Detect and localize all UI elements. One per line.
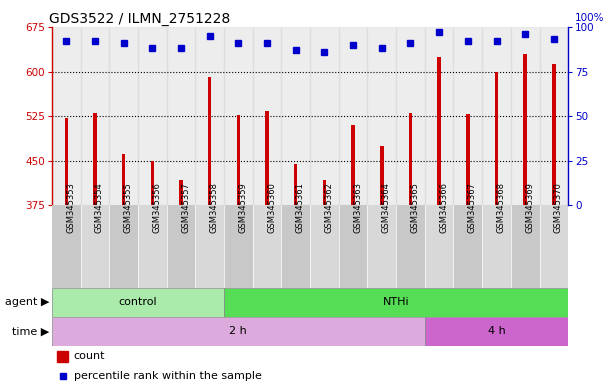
Bar [253,205,282,288]
Bar [265,111,269,205]
Text: count: count [73,351,105,361]
Bar [224,205,253,288]
Text: GSM345359: GSM345359 [238,182,247,233]
Bar [282,27,310,205]
Bar [540,27,568,205]
Bar [367,205,396,288]
Text: GSM345364: GSM345364 [382,182,391,233]
Text: NTHi: NTHi [383,297,409,308]
Bar [93,113,97,205]
Bar [282,205,310,288]
Bar [396,27,425,205]
Bar [425,27,453,205]
Text: GSM345370: GSM345370 [554,182,563,233]
Text: GDS3522 / ILMN_2751228: GDS3522 / ILMN_2751228 [49,12,230,26]
Bar [338,27,367,205]
Bar [323,180,326,205]
Text: time ▶: time ▶ [12,326,49,336]
Bar [524,54,527,205]
Bar [495,71,498,205]
Bar [437,56,441,205]
Bar [52,205,81,288]
Bar [540,205,568,288]
Bar [310,205,338,288]
Bar [138,205,167,288]
Text: 2 h: 2 h [230,326,247,336]
Text: GSM345353: GSM345353 [66,182,75,233]
Bar [81,27,109,205]
Text: GSM345358: GSM345358 [210,182,219,233]
Text: GSM345357: GSM345357 [181,182,190,233]
Bar [109,205,138,288]
Text: GSM345360: GSM345360 [267,182,276,233]
Bar [52,288,224,317]
Bar [338,205,367,288]
Text: control: control [119,297,157,308]
Bar [453,205,482,288]
Text: GSM345363: GSM345363 [353,182,362,233]
Bar [466,114,470,205]
Bar [511,27,540,205]
Bar [236,115,240,205]
Bar [482,27,511,205]
Bar [150,161,154,205]
Text: GSM345361: GSM345361 [296,182,305,233]
Bar [310,27,338,205]
Bar [552,65,555,205]
Bar [367,27,396,205]
Text: GSM345367: GSM345367 [468,182,477,233]
Bar [396,205,425,288]
Bar [196,205,224,288]
Bar [138,27,167,205]
Text: GSM345366: GSM345366 [439,182,448,233]
Bar [57,351,68,362]
Bar [425,317,568,346]
Text: agent ▶: agent ▶ [4,297,49,308]
Text: 100%: 100% [575,13,604,23]
Bar [482,205,511,288]
Text: percentile rank within the sample: percentile rank within the sample [73,371,262,381]
Bar [52,317,425,346]
Bar [52,27,81,205]
Text: GSM345369: GSM345369 [525,182,534,233]
Bar [196,27,224,205]
Bar [425,205,453,288]
Text: GSM345356: GSM345356 [152,182,161,233]
Text: GSM345368: GSM345368 [497,182,505,233]
Bar [179,180,183,205]
Bar [224,288,568,317]
Bar [409,113,412,205]
Text: GSM345365: GSM345365 [411,182,420,233]
Bar [167,205,196,288]
Text: GSM345362: GSM345362 [324,182,334,233]
Text: 4 h: 4 h [488,326,505,336]
Text: GSM345355: GSM345355 [123,182,133,233]
Bar [351,125,355,205]
Bar [167,27,196,205]
Bar [380,146,384,205]
Bar [294,164,298,205]
Bar [253,27,282,205]
Bar [65,118,68,205]
Bar [109,27,138,205]
Bar [224,27,253,205]
Bar [208,78,211,205]
Text: GSM345354: GSM345354 [95,182,104,233]
Bar [81,205,109,288]
Bar [122,154,125,205]
Bar [511,205,540,288]
Bar [453,27,482,205]
